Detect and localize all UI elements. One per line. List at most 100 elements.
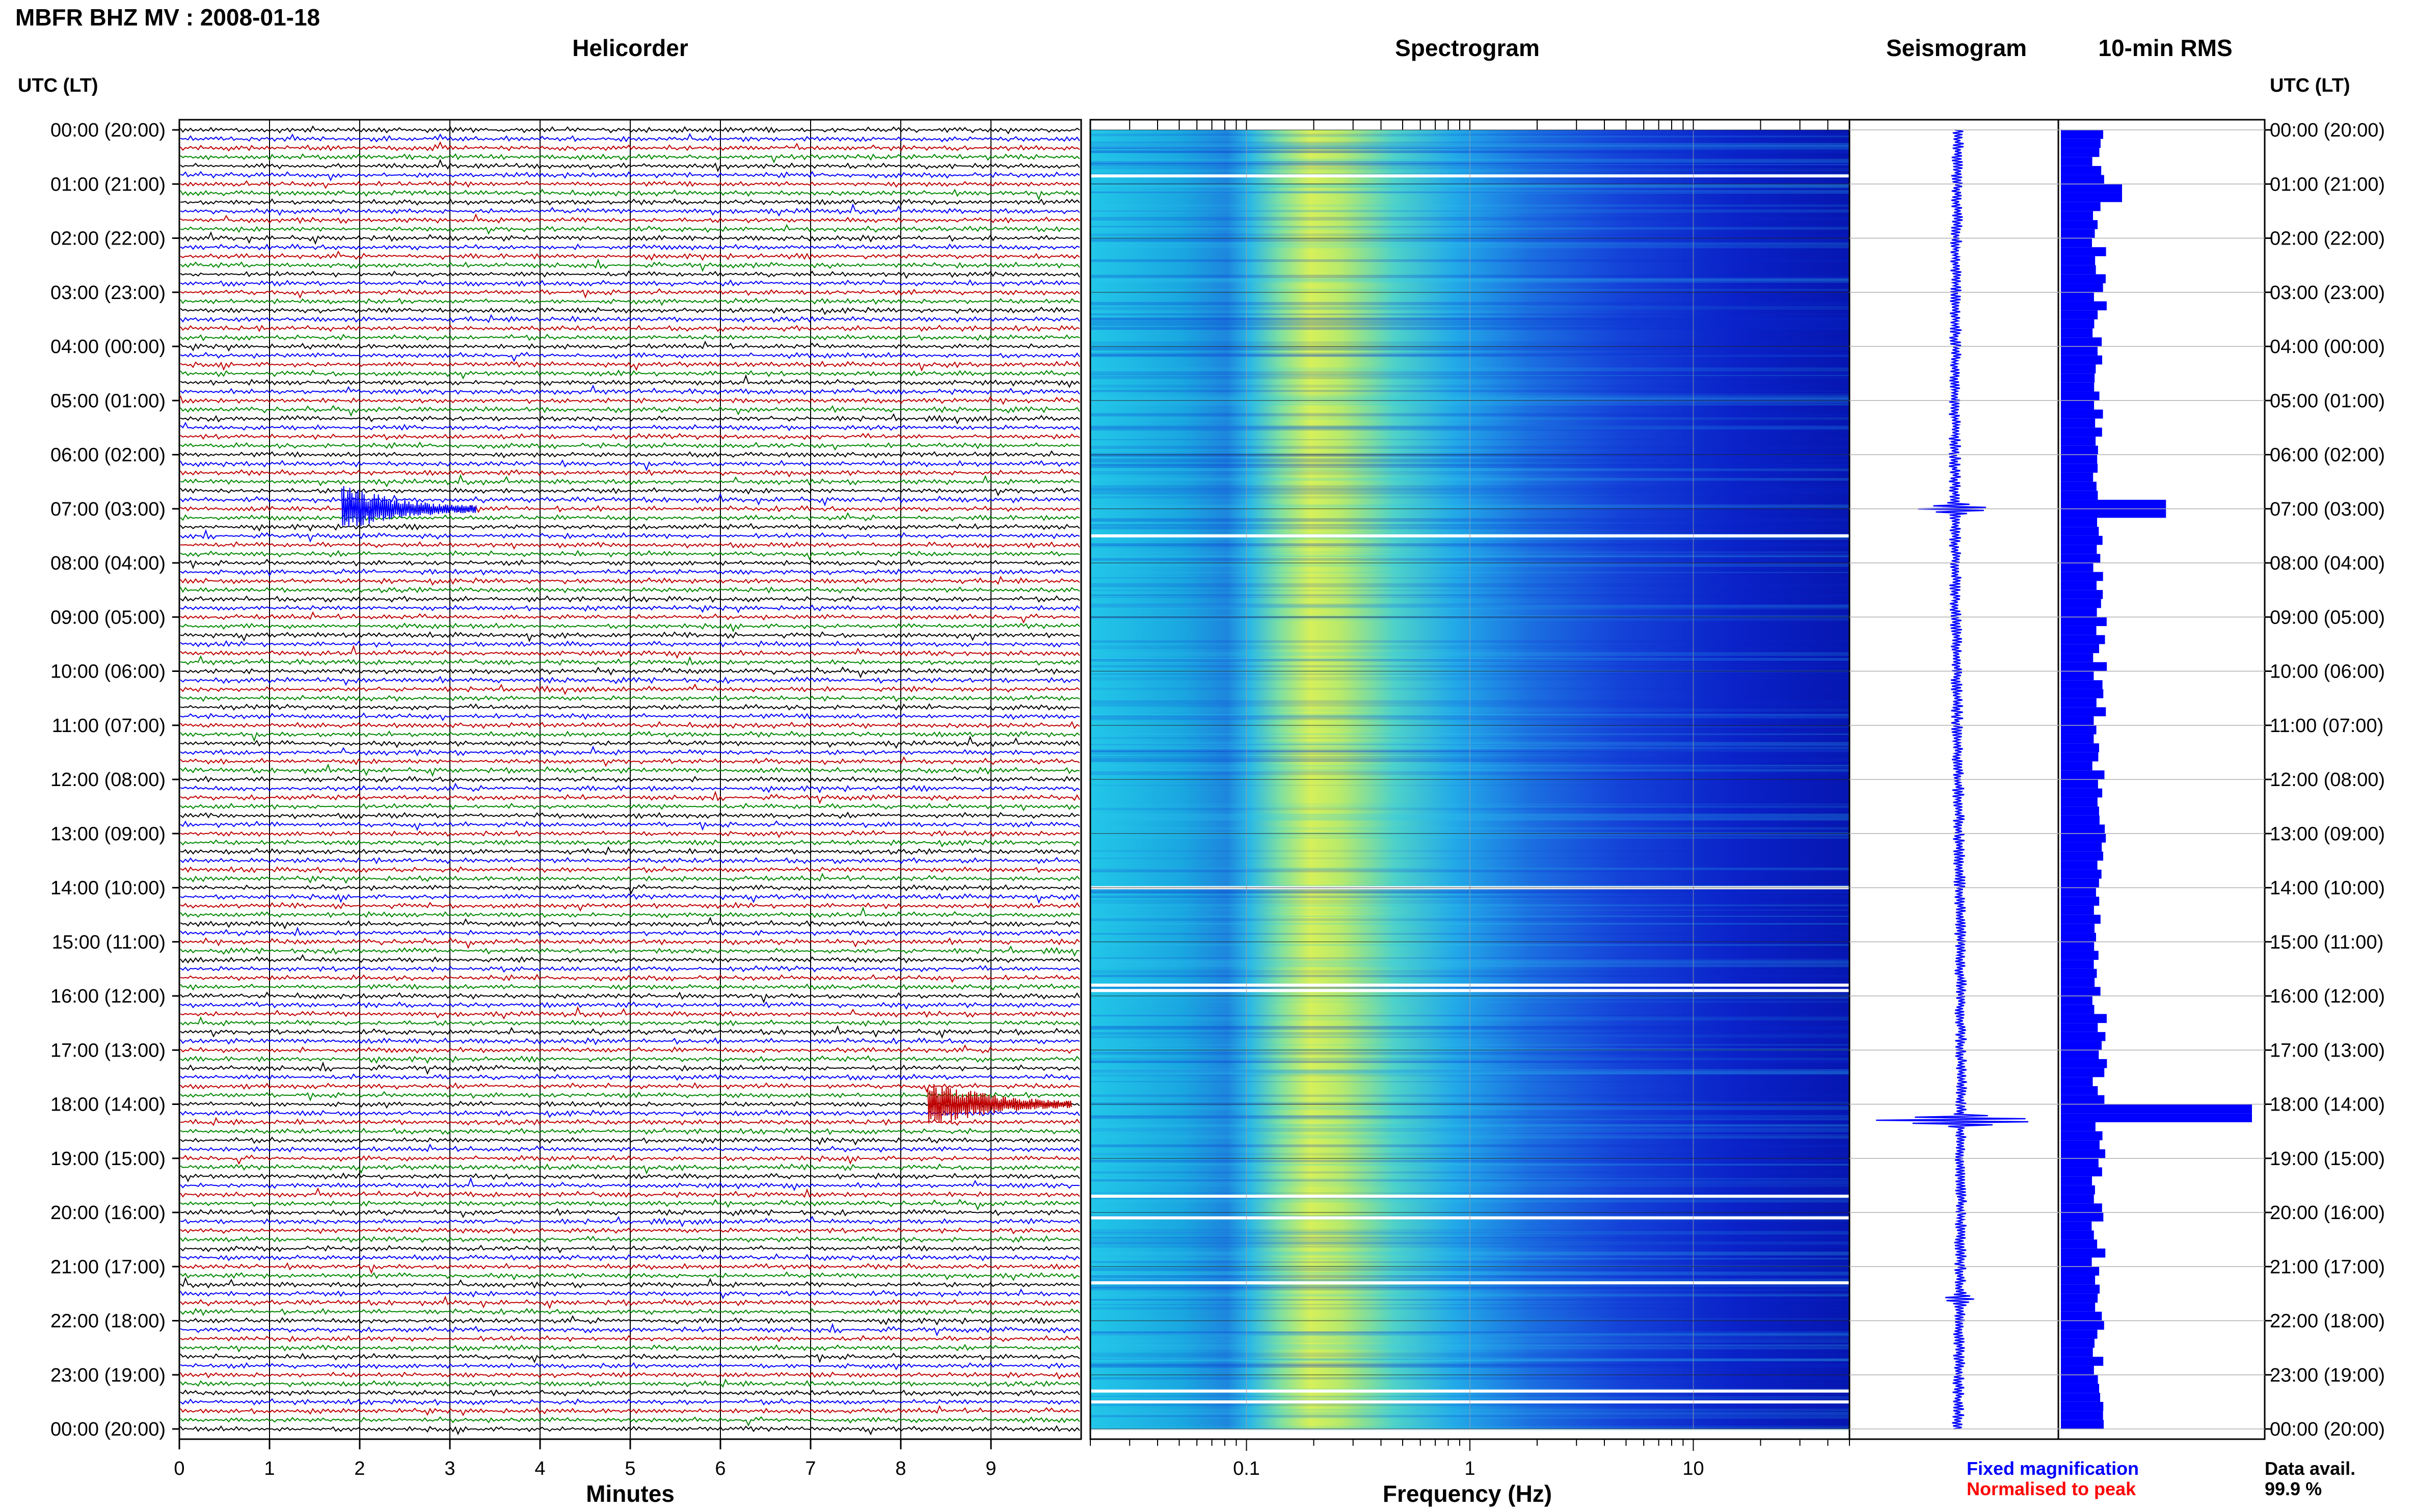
helicorder-trace — [180, 965, 1080, 973]
rms-bar — [2061, 500, 2166, 509]
helicorder-trace — [180, 523, 1080, 532]
rms-bar — [2061, 283, 2103, 292]
rms-bar — [2061, 590, 2103, 599]
time-label-left: 00:00 (20:00) — [50, 120, 166, 141]
rms-bar — [2061, 247, 2106, 256]
rms-bar — [2061, 743, 2099, 752]
helicorder-trace — [180, 937, 1080, 949]
helicorder-trace — [180, 839, 1080, 848]
time-label-right: 01:00 (21:00) — [2270, 174, 2385, 195]
helicorder-trace — [180, 1277, 1080, 1289]
rms-bar — [2061, 472, 2094, 482]
time-label-right: 20:00 (16:00) — [2270, 1202, 2385, 1224]
helicorder-trace — [180, 1006, 1080, 1020]
rms-bar — [2061, 626, 2097, 635]
rms-bar — [2061, 1330, 2098, 1339]
helicorder-trace — [180, 1416, 1080, 1427]
time-label-right: 02:00 (22:00) — [2270, 228, 2385, 250]
rms-bar — [2061, 1266, 2100, 1276]
time-label-right: 03:00 (23:00) — [2270, 282, 2385, 304]
time-label-right: 04:00 (00:00) — [2270, 336, 2385, 358]
rms-bar — [2061, 870, 2102, 879]
rms-bar — [2061, 491, 2098, 500]
helicorder-trace — [180, 1208, 1080, 1219]
rms-bar — [2061, 184, 2122, 193]
helicorder-trace — [180, 763, 1080, 777]
time-label-right: 00:00 (20:00) — [2270, 120, 2385, 141]
helicorder-trace — [180, 505, 1080, 514]
helicorder-trace — [180, 926, 1080, 937]
time-label-right: 11:00 (07:00) — [2270, 715, 2383, 737]
rms-bar — [2061, 409, 2103, 419]
helicorder-panel: 0 1 2 3 4 5 6 7 8 9 — [174, 119, 1082, 1479]
rms-bar — [2061, 1320, 2104, 1330]
rms-bar — [2061, 1303, 2096, 1312]
helicorder-trace — [180, 1335, 1080, 1342]
rms-bar — [2061, 1257, 2092, 1267]
helicorder-trace — [180, 1362, 1080, 1371]
helicorder-trace — [180, 1044, 1080, 1054]
helicorder-trace — [180, 244, 1080, 251]
rms-bar — [2061, 1086, 2098, 1095]
time-label-left: 18:00 (14:00) — [50, 1094, 166, 1116]
helicorder-trace — [180, 1315, 1080, 1326]
time-label-left: 03:00 (23:00) — [50, 282, 166, 304]
rms-bar — [2061, 635, 2105, 644]
rms-bar — [2061, 1032, 2106, 1041]
helicorder-trace — [180, 352, 1080, 362]
legend-fixed-magnification: Fixed magnification — [1967, 1458, 2139, 1479]
rms-bar — [2061, 1122, 2096, 1131]
helicorder-trace — [180, 644, 1080, 659]
helicorder-x-tick-label: 5 — [625, 1458, 635, 1479]
rms-title: 10-min RMS — [2098, 35, 2232, 61]
helicorder-trace — [180, 1117, 1080, 1126]
helicorder-trace — [180, 188, 1080, 201]
helicorder-trace — [180, 735, 1080, 749]
rms-bar — [2061, 157, 2092, 166]
helicorder-trace — [180, 374, 1080, 389]
helicorder-trace — [180, 512, 1080, 522]
rms-bar — [2061, 1338, 2095, 1348]
helicorder-event — [341, 485, 477, 527]
helicorder-trace — [180, 721, 1080, 730]
helicorder-trace — [180, 575, 1080, 586]
rms-bar — [2061, 1050, 2099, 1059]
rms-bar — [2061, 716, 2094, 725]
rms-bar — [2061, 337, 2102, 346]
helicorder-trace — [180, 224, 1080, 235]
rms-bar — [2061, 671, 2094, 681]
helicorder-trace — [180, 1082, 1080, 1093]
rms-bar — [2061, 301, 2107, 311]
rms-bar — [2061, 256, 2096, 265]
rms-bar — [2061, 1275, 2096, 1285]
helicorder-trace — [180, 1262, 1080, 1275]
helicorder-trace — [180, 541, 1080, 550]
rms-bar — [2061, 1131, 2103, 1141]
rms-bar — [2061, 1284, 2100, 1294]
rms-bar — [2061, 1366, 2094, 1375]
rms-bar — [2061, 355, 2102, 365]
rms-bar — [2061, 842, 2102, 852]
helicorder-trace — [180, 802, 1080, 812]
helicorder-trace — [180, 459, 1080, 472]
time-label-right: 18:00 (14:00) — [2270, 1094, 2385, 1116]
rms-bar — [2061, 887, 2096, 897]
helicorder-trace — [180, 1378, 1080, 1388]
helicorder-trace — [180, 1216, 1080, 1228]
rms-bar — [2061, 1384, 2100, 1393]
rms-bar — [2061, 292, 2094, 302]
time-label-right: 07:00 (03:00) — [2270, 499, 2385, 520]
helicorder-trace — [180, 314, 1080, 323]
helicorder-trace — [180, 775, 1080, 783]
helicorder-trace — [180, 1073, 1080, 1082]
helicorder-event — [927, 1084, 1072, 1124]
rms-bar — [2061, 130, 2103, 139]
seismogram-title: Seismogram — [1886, 35, 2027, 61]
right-time-axis-label: UTC (LT) — [2270, 75, 2350, 96]
helicorder-trace — [180, 666, 1080, 679]
rms-bar — [2061, 418, 2096, 428]
rms-bar — [2061, 220, 2098, 229]
rms-bar — [2061, 328, 2093, 338]
helicorder-trace — [180, 1271, 1080, 1281]
helicorder-trace — [180, 1163, 1080, 1175]
